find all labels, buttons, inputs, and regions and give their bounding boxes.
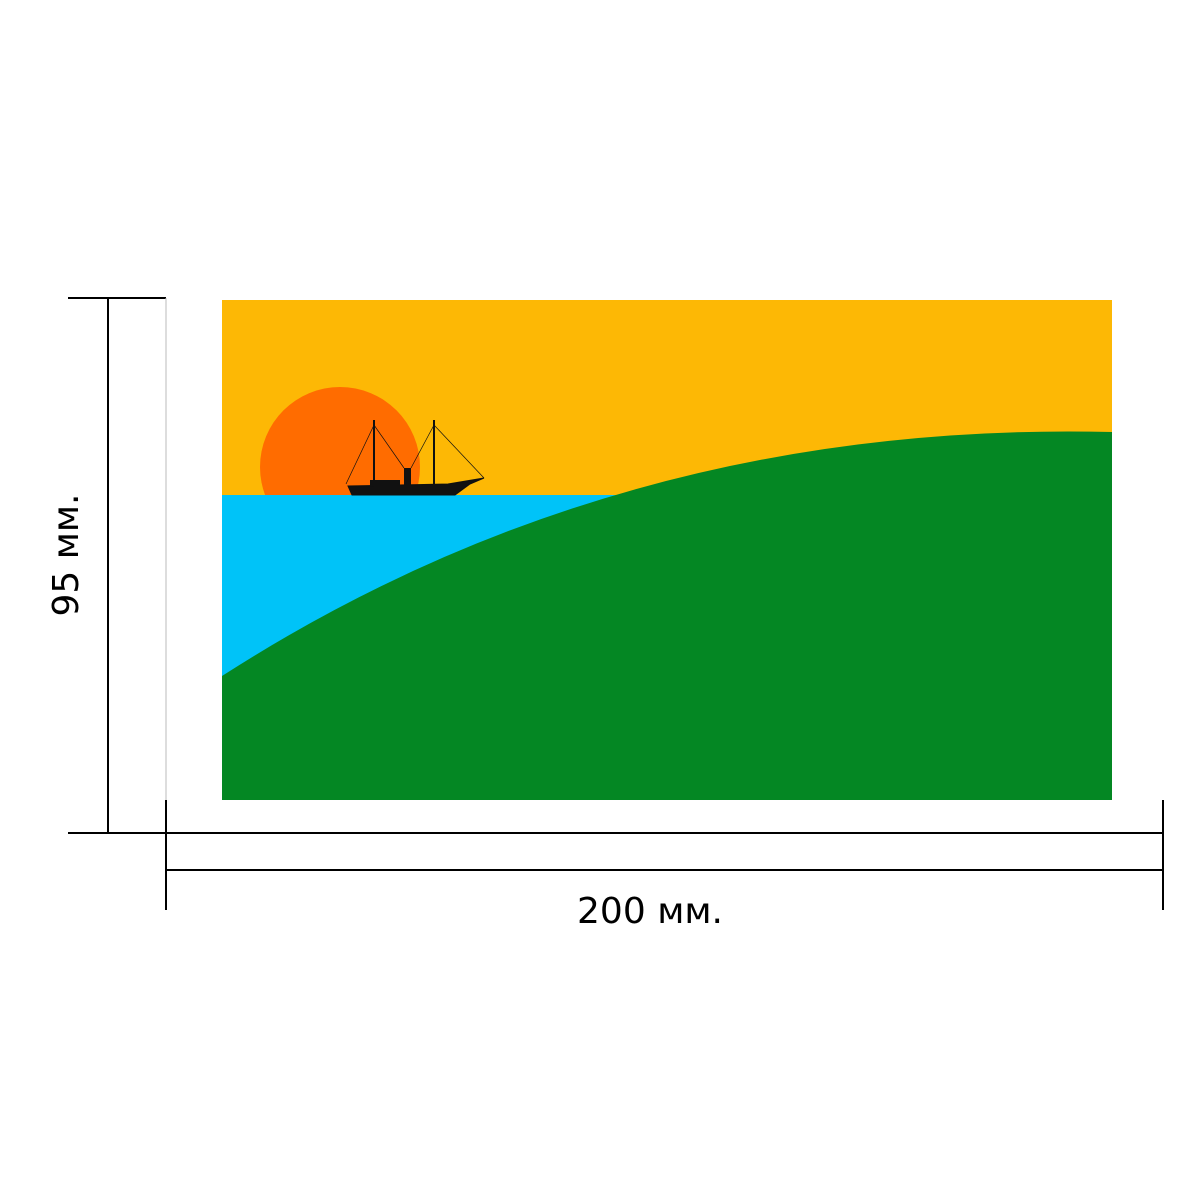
- height-label: 95 мм.: [46, 493, 87, 616]
- dimension-lines: [68, 297, 1164, 910]
- flag: [222, 300, 1112, 800]
- width-label: 200 мм.: [577, 891, 723, 932]
- ship: [345, 420, 485, 496]
- sun: [260, 387, 420, 495]
- hill: [222, 431, 1112, 800]
